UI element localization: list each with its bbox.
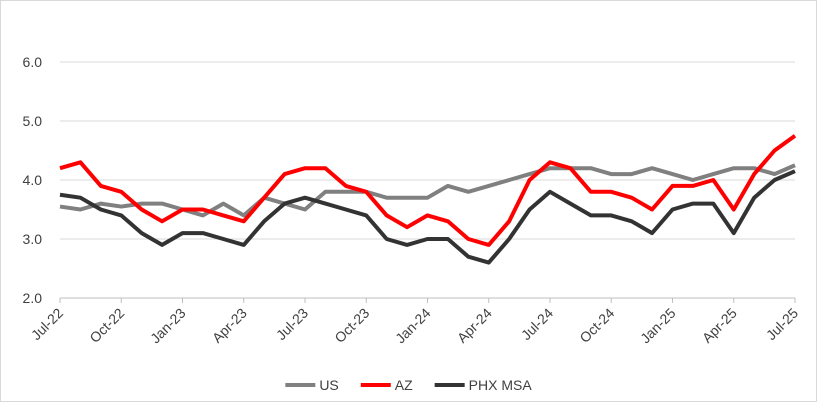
- legend-label: AZ: [395, 377, 413, 393]
- series-line: [59, 169, 796, 265]
- y-tick-label: 2.0: [23, 290, 43, 306]
- series-line: [59, 134, 797, 247]
- y-tick-label: 3.0: [23, 231, 43, 247]
- legend: US AZ PHX MSA: [285, 377, 532, 393]
- y-tick-label: 4.0: [23, 172, 43, 188]
- y-tick-label: 6.0: [23, 54, 43, 70]
- legend-label: PHX MSA: [469, 377, 533, 393]
- y-tick-label: 5.0: [23, 113, 43, 129]
- legend-label: US: [319, 377, 338, 393]
